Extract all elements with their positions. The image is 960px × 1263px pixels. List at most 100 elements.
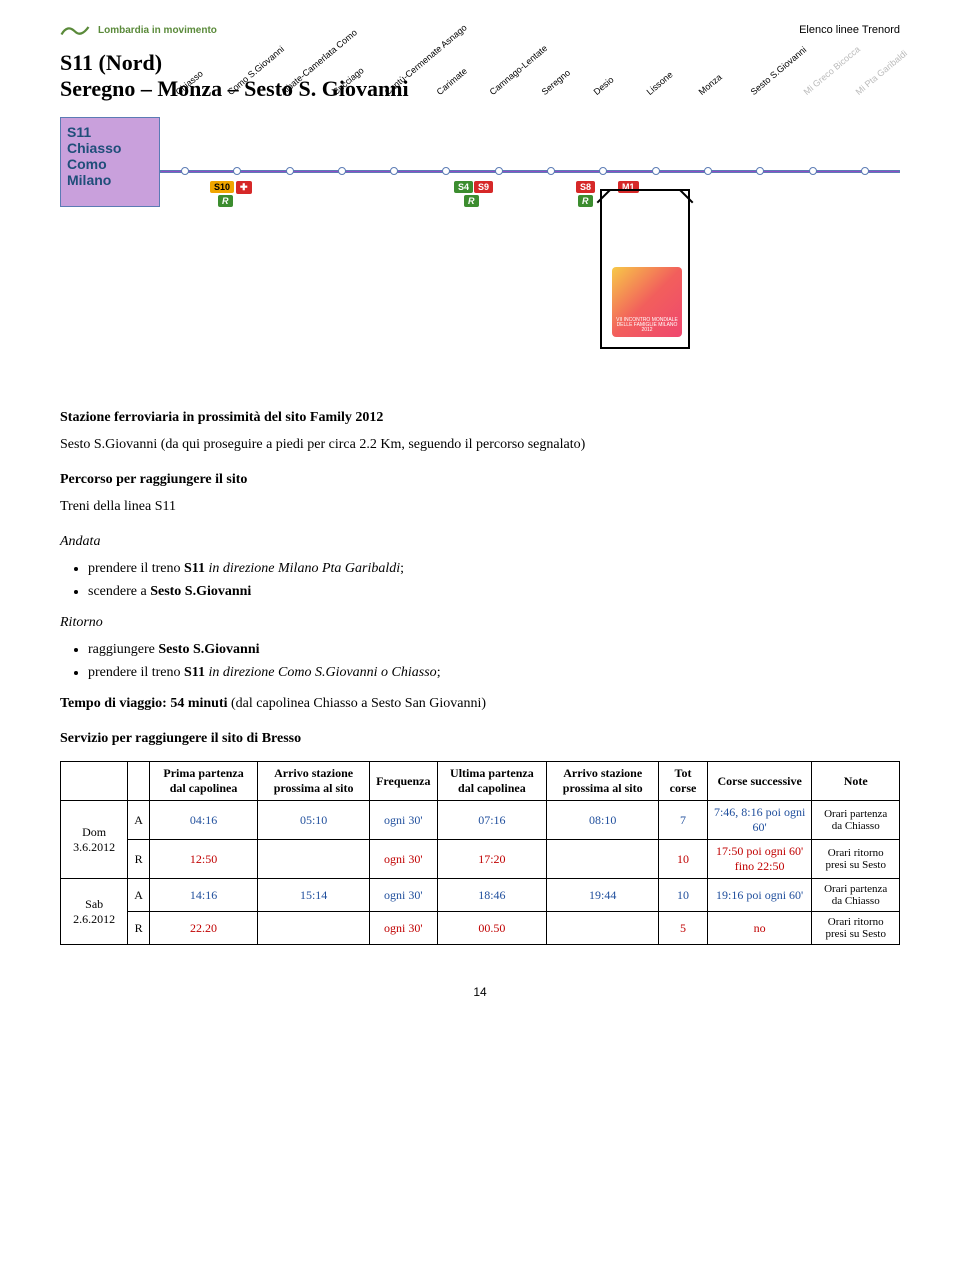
line-badge: R <box>218 195 233 207</box>
cell: 00.50 <box>437 912 547 945</box>
text: scendere a <box>88 584 150 599</box>
stop-dot-icon <box>181 167 189 175</box>
cell: 04:16 <box>149 801 257 840</box>
station-heading: Stazione ferroviaria in prossimità del s… <box>60 407 900 428</box>
table-row: R12:50ogni 30'17:201017:50 poi ogni 60' … <box>61 840 900 879</box>
th-prima: Prima partenza dal capolinea <box>149 762 257 801</box>
th-day <box>61 762 128 801</box>
andata-list: prendere il treno S11 in direzione Milan… <box>88 558 900 602</box>
text: raggiungere <box>88 642 158 657</box>
andata-label: Andata <box>60 531 900 552</box>
cell: 14:16 <box>149 879 257 912</box>
cell: 07:16 <box>437 801 547 840</box>
stop-dot-icon <box>861 167 869 175</box>
cell: 7 <box>659 801 708 840</box>
text: (dal capolinea Chiasso a Sesto San Giova… <box>228 696 487 711</box>
cell: 10 <box>659 879 708 912</box>
servizio-heading: Servizio per raggiungere il sito di Bres… <box>60 728 900 749</box>
text: Sesto S.Giovanni <box>158 642 259 657</box>
text: in direzione Milano Pta Garibaldi <box>205 561 400 576</box>
stop-dot-icon <box>809 167 817 175</box>
th-arrivo1: Arrivo stazione prossima al sito <box>258 762 370 801</box>
line-badge: R <box>464 195 479 207</box>
cell: 19:16 poi ogni 60' <box>707 879 812 912</box>
page-header: Lombardia in movimento Elenco linee Tren… <box>60 20 900 40</box>
note-cell: Orari ritorno presi su Sesto <box>812 840 900 879</box>
stop-dot-icon <box>495 167 503 175</box>
cell: ogni 30' <box>370 912 437 945</box>
event-logo-icon: VII INCONTRO MONDIALE DELLE FAMIGLIE MIL… <box>612 267 682 337</box>
th-ar <box>128 762 150 801</box>
ritorno-list: raggiungere Sesto S.Giovanni prendere il… <box>88 639 900 683</box>
table-row: Dom 3.6.2012A04:1605:10ogni 30'07:1608:1… <box>61 801 900 840</box>
line-badge: S10 <box>210 181 234 193</box>
text: S11 <box>184 561 205 576</box>
text: prendere il treno <box>88 665 184 680</box>
cell: 10 <box>659 840 708 879</box>
cell: 08:10 <box>547 801 659 840</box>
th-tot: Tot corse <box>659 762 708 801</box>
page-number: 14 <box>60 985 900 999</box>
th-ultima: Ultima partenza dal capolinea <box>437 762 547 801</box>
cell: ogni 30' <box>370 879 437 912</box>
note-cell: Orari ritorno presi su Sesto <box>812 912 900 945</box>
ritorno-item-2: prendere il treno S11 in direzione Como … <box>88 662 900 683</box>
cell: ogni 30' <box>370 840 437 879</box>
body-text: Stazione ferroviaria in prossimità del s… <box>60 407 900 749</box>
line-badge: S9 <box>474 181 493 193</box>
ritorno-label: Ritorno <box>60 612 900 633</box>
cell: 5 <box>659 912 708 945</box>
cell: 12:50 <box>149 840 257 879</box>
callout-box: VII INCONTRO MONDIALE DELLE FAMIGLIE MIL… <box>600 189 690 349</box>
line-badge: S8 <box>576 181 595 193</box>
stop-dot-icon <box>704 167 712 175</box>
stop-dot-icon <box>652 167 660 175</box>
cell: 15:14 <box>258 879 370 912</box>
day-cell: Sab 2.6.2012 <box>61 879 128 945</box>
line-diagram: S11 Chiasso Como Milano ChiassoComo S.Gi… <box>60 117 900 377</box>
line-box-l4: Milano <box>67 172 153 188</box>
line-box-l1: S11 <box>67 124 153 140</box>
andata-item-1: prendere il treno S11 in direzione Milan… <box>88 558 900 579</box>
station-text: Sesto S.Giovanni (da qui proseguire a pi… <box>60 434 900 455</box>
table-row: R22.20ogni 30'00.505noOrari ritorno pres… <box>61 912 900 945</box>
line-box-l2: Chiasso <box>67 140 153 156</box>
stop-dot-icon <box>233 167 241 175</box>
line-badge: ✚ <box>236 181 252 194</box>
cell: 17:50 poi ogni 60' fino 22:50 <box>707 840 812 879</box>
cell: 17:20 <box>437 840 547 879</box>
route-heading: Percorso per raggiungere il sito <box>60 469 900 490</box>
cell: A <box>128 801 150 840</box>
stop-dot-icon <box>599 167 607 175</box>
line-id-box: S11 Chiasso Como Milano <box>60 117 160 207</box>
text: in direzione Como S.Giovanni o Chiasso <box>205 665 437 680</box>
cell: R <box>128 912 150 945</box>
text: Tempo di viaggio: 54 minuti <box>60 696 228 711</box>
cell: 7:46, 8:16 poi ogni 60' <box>707 801 812 840</box>
stop-dot-icon <box>338 167 346 175</box>
cell: 18:46 <box>437 879 547 912</box>
schedule-table: Prima partenza dal capolinea Arrivo staz… <box>60 761 900 945</box>
text: ; <box>400 561 404 576</box>
table-header-row: Prima partenza dal capolinea Arrivo staz… <box>61 762 900 801</box>
doc-section-label: Elenco linee Trenord <box>799 24 900 36</box>
interchange-badges: S10✚RS4S9RS8RM1 <box>170 181 880 221</box>
day-cell: Dom 3.6.2012 <box>61 801 128 879</box>
cell: 19:44 <box>547 879 659 912</box>
line-box-l3: Como <box>67 156 153 172</box>
logo-swoosh-icon <box>60 20 90 40</box>
cell <box>547 912 659 945</box>
stop-dot-icon <box>286 167 294 175</box>
text: Sesto S.Giovanni <box>150 584 251 599</box>
line-badge: S4 <box>454 181 473 193</box>
cell: ogni 30' <box>370 801 437 840</box>
event-logo-text: VII INCONTRO MONDIALE DELLE FAMIGLIE MIL… <box>616 318 678 333</box>
text: ; <box>437 665 441 680</box>
th-arrivo2: Arrivo stazione prossima al sito <box>547 762 659 801</box>
route-sub: Treni della linea S11 <box>60 496 900 517</box>
cell: 22.20 <box>149 912 257 945</box>
text: S11 <box>184 665 205 680</box>
track-line <box>160 170 900 173</box>
stop-dot-icon <box>547 167 555 175</box>
cell <box>547 840 659 879</box>
